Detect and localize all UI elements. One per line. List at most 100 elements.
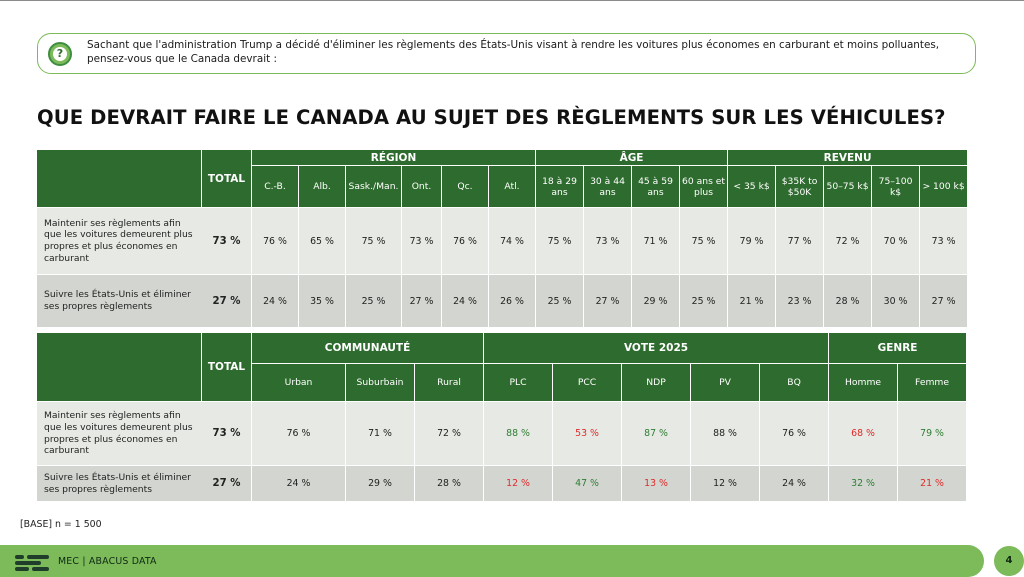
subheader: Alb. bbox=[299, 166, 346, 208]
footer-text: MEC | ABACUS DATA bbox=[58, 556, 157, 567]
subheader: 50–75 k$ bbox=[824, 166, 873, 208]
value-cell: 76 % bbox=[760, 402, 830, 466]
value-cell: 28 % bbox=[415, 466, 485, 501]
table-row: Suivre les États-Unis et éliminer ses pr… bbox=[37, 275, 969, 327]
subheader: 45 à 59 ans bbox=[632, 166, 680, 208]
value-cell: 23 % bbox=[776, 275, 825, 327]
value-cell: 77 % bbox=[776, 208, 825, 275]
value-cell: 71 % bbox=[346, 402, 415, 466]
value-cell: 35 % bbox=[299, 275, 346, 327]
total-cell: 27 % bbox=[202, 466, 252, 501]
row-label: Suivre les États-Unis et éliminer ses pr… bbox=[37, 466, 202, 501]
total-header: TOTAL bbox=[202, 150, 252, 208]
value-cell: 53 % bbox=[553, 402, 623, 466]
value-cell: 68 % bbox=[829, 402, 899, 466]
value-cell: 24 % bbox=[442, 275, 489, 327]
value-cell: 75 % bbox=[680, 208, 729, 275]
subheader: BQ bbox=[760, 364, 830, 402]
total-cell: 73 % bbox=[202, 402, 252, 466]
subheader: PLC bbox=[484, 364, 554, 402]
subheader: PV bbox=[691, 364, 761, 402]
group-header-gender: GENRE bbox=[829, 333, 968, 364]
label-header bbox=[37, 333, 202, 402]
results-table-region-age-income: TOTAL RÉGION ÂGE REVENU C.-B. Alb. Sask.… bbox=[37, 150, 969, 327]
value-cell: 72 % bbox=[824, 208, 873, 275]
subheader: Homme bbox=[829, 364, 899, 402]
value-cell: 65 % bbox=[299, 208, 346, 275]
subheader: > 100 k$ bbox=[920, 166, 969, 208]
group-header-vote: VOTE 2025 bbox=[484, 333, 830, 364]
value-cell: 24 % bbox=[760, 466, 830, 501]
subheader: Suburbain bbox=[346, 364, 415, 402]
value-cell: 24 % bbox=[252, 466, 346, 501]
value-cell: 25 % bbox=[346, 275, 402, 327]
group-header-age: ÂGE bbox=[536, 150, 729, 166]
group-header-region: RÉGION bbox=[252, 150, 536, 166]
value-cell: 28 % bbox=[824, 275, 873, 327]
page-title: QUE DEVRAIT FAIRE LE CANADA AU SUJET DES… bbox=[37, 106, 946, 129]
value-cell: 25 % bbox=[680, 275, 729, 327]
value-cell: 73 % bbox=[402, 208, 442, 275]
value-cell: 87 % bbox=[622, 402, 692, 466]
table-row: Maintenir ses règlements afin que les vo… bbox=[37, 402, 968, 466]
value-cell: 26 % bbox=[489, 275, 536, 327]
page-number: 4 bbox=[994, 546, 1024, 576]
value-cell: 21 % bbox=[728, 275, 777, 327]
results-table-community-vote-gender: TOTAL COMMUNAUTÉ VOTE 2025 GENRE Urban S… bbox=[37, 333, 968, 501]
subheader: Atl. bbox=[489, 166, 536, 208]
subheader: < 35 k$ bbox=[728, 166, 777, 208]
value-cell: 70 % bbox=[872, 208, 921, 275]
subheader: PCC bbox=[553, 364, 623, 402]
value-cell: 71 % bbox=[632, 208, 680, 275]
subheader: Femme bbox=[898, 364, 968, 402]
subheader: Rural bbox=[415, 364, 485, 402]
value-cell: 76 % bbox=[252, 402, 346, 466]
value-cell: 74 % bbox=[489, 208, 536, 275]
subheader: Ont. bbox=[402, 166, 442, 208]
subheader: Qc. bbox=[442, 166, 489, 208]
value-cell: 32 % bbox=[829, 466, 899, 501]
subheader: NDP bbox=[622, 364, 692, 402]
table-row: Suivre les États-Unis et éliminer ses pr… bbox=[37, 466, 968, 501]
value-cell: 47 % bbox=[553, 466, 623, 501]
table-row: Maintenir ses règlements afin que les vo… bbox=[37, 208, 969, 275]
value-cell: 21 % bbox=[898, 466, 968, 501]
value-cell: 88 % bbox=[691, 402, 761, 466]
label-header bbox=[37, 150, 202, 208]
value-cell: 25 % bbox=[536, 275, 584, 327]
subheader: 75–100 k$ bbox=[872, 166, 921, 208]
value-cell: 27 % bbox=[584, 275, 632, 327]
subheader: C.-B. bbox=[252, 166, 299, 208]
abacus-logo-icon bbox=[15, 555, 51, 571]
value-cell: 75 % bbox=[536, 208, 584, 275]
value-cell: 12 % bbox=[691, 466, 761, 501]
value-cell: 72 % bbox=[415, 402, 485, 466]
subheader: Sask./Man. bbox=[346, 166, 402, 208]
subheader: 60 ans et plus bbox=[680, 166, 729, 208]
top-divider bbox=[0, 0, 1024, 1]
value-cell: 73 % bbox=[584, 208, 632, 275]
value-cell: 29 % bbox=[346, 466, 415, 501]
value-cell: 73 % bbox=[920, 208, 969, 275]
value-cell: 12 % bbox=[484, 466, 554, 501]
value-cell: 24 % bbox=[252, 275, 299, 327]
value-cell: 27 % bbox=[920, 275, 969, 327]
value-cell: 76 % bbox=[252, 208, 299, 275]
subheader: 30 à 44 ans bbox=[584, 166, 632, 208]
total-cell: 27 % bbox=[202, 275, 252, 327]
value-cell: 27 % bbox=[402, 275, 442, 327]
value-cell: 88 % bbox=[484, 402, 554, 466]
base-note: [BASE] n = 1 500 bbox=[20, 519, 102, 530]
value-cell: 30 % bbox=[872, 275, 921, 327]
total-cell: 73 % bbox=[202, 208, 252, 275]
value-cell: 75 % bbox=[346, 208, 402, 275]
value-cell: 79 % bbox=[898, 402, 968, 466]
value-cell: 79 % bbox=[728, 208, 777, 275]
value-cell: 29 % bbox=[632, 275, 680, 327]
question-text: Sachant que l'administration Trump a déc… bbox=[87, 39, 940, 65]
value-cell: 13 % bbox=[622, 466, 692, 501]
row-label: Suivre les États-Unis et éliminer ses pr… bbox=[37, 275, 202, 327]
total-header: TOTAL bbox=[202, 333, 252, 402]
group-header-income: REVENU bbox=[728, 150, 969, 166]
row-label: Maintenir ses règlements afin que les vo… bbox=[37, 208, 202, 275]
